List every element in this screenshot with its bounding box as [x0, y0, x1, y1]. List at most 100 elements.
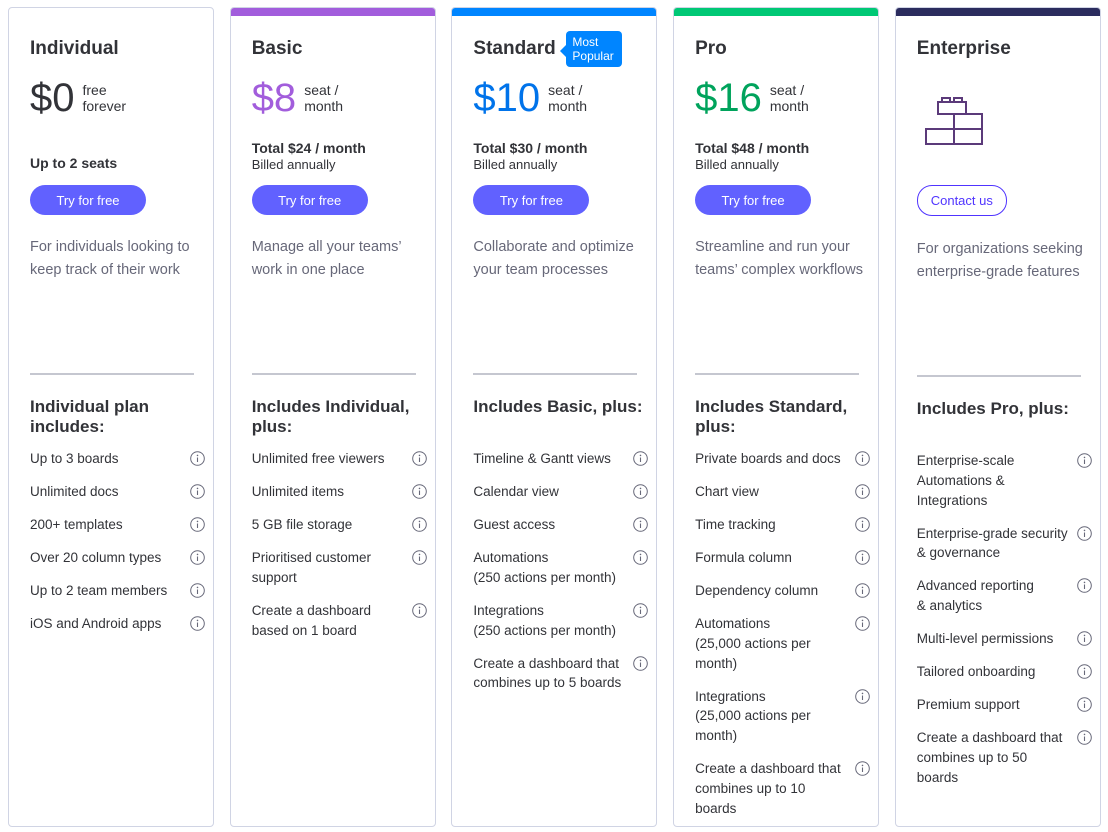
- feature: 200+ templates: [30, 515, 205, 535]
- feature-text: Tailored onboarding: [916, 664, 1036, 680]
- price-row: $8 seat / month: [252, 76, 343, 120]
- info-icon[interactable]: [633, 484, 649, 505]
- feature-text: Create a dashboard that combines up to 1…: [695, 761, 841, 816]
- feature: Automations (250 actions per month): [473, 548, 649, 588]
- feature-text: Calendar view: [473, 483, 559, 499]
- billing-note: Billed annually: [473, 157, 558, 172]
- info-icon[interactable]: [855, 583, 870, 604]
- feature: Formula column: [695, 548, 870, 568]
- info-icon[interactable]: [1076, 578, 1092, 599]
- cta-button[interactable]: Try for free: [695, 185, 812, 215]
- info-icon[interactable]: [411, 517, 427, 538]
- feature: Up to 3 boards: [30, 449, 205, 469]
- accent-bar: [674, 8, 879, 16]
- info-icon[interactable]: [1076, 453, 1092, 474]
- accent-bar: [895, 8, 1100, 16]
- info-icon[interactable]: [411, 484, 427, 505]
- feature: Timeline & Gantt views: [473, 449, 649, 472]
- info-icon[interactable]: [1076, 525, 1092, 547]
- cta-button[interactable]: Contact us: [916, 185, 1007, 216]
- plan-card: Individual $0 free forever Up to 2 seats Try…: [8, 7, 214, 827]
- feature: Private boards and docs: [695, 449, 870, 469]
- info-icon[interactable]: [411, 451, 427, 472]
- badge: Most Popular: [560, 31, 623, 67]
- info-icon[interactable]: [855, 550, 870, 571]
- feature-text: Prioritised customer support: [251, 549, 371, 585]
- accent-bar: [230, 8, 435, 16]
- cta-button[interactable]: Try for free: [473, 185, 590, 215]
- feature: Time tracking: [695, 515, 870, 535]
- info-icon[interactable]: [190, 550, 205, 571]
- plan-name: Pro: [695, 38, 727, 59]
- feature-text: 200+ templates: [30, 516, 123, 532]
- feature: Over 20 column types: [30, 548, 205, 568]
- info-icon[interactable]: [411, 550, 427, 571]
- feature: Enterprise-grade security & governance: [917, 524, 1092, 564]
- info-icon[interactable]: [855, 761, 870, 782]
- feature-text: Integrations (25,000 actions per month): [695, 688, 811, 744]
- feature-text: Private boards and docs: [695, 451, 841, 466]
- info-icon[interactable]: [190, 451, 205, 472]
- feature: Dependency column: [695, 581, 870, 601]
- info-icon[interactable]: [633, 517, 649, 538]
- info-icon[interactable]: [855, 688, 870, 710]
- divider: [916, 375, 1081, 377]
- feature: Advanced reporting & analytics: [917, 576, 1092, 616]
- info-icon[interactable]: [190, 583, 205, 604]
- plan-description: Streamline and run your teams’ complex w…: [695, 239, 863, 278]
- feature-text: Enterprise-scale Automations & Integrati…: [916, 453, 1015, 508]
- divider: [30, 373, 194, 375]
- price-row: $16 seat / month: [695, 76, 809, 120]
- feature-text: Timeline & Gantt views: [473, 451, 611, 466]
- feature: Unlimited items: [252, 482, 427, 502]
- feature-list: Enterprise-scale Automations & Integrati…: [917, 451, 1092, 801]
- info-icon[interactable]: [1076, 664, 1092, 685]
- info-icon[interactable]: [190, 517, 205, 538]
- feature-list: Private boards and docs Chart view Time tr…: [695, 449, 870, 826]
- feature-text: Over 20 column types: [30, 549, 162, 565]
- info-icon[interactable]: [855, 517, 870, 538]
- feature-text: iOS and Android apps: [30, 615, 162, 631]
- info-icon[interactable]: [1076, 697, 1092, 718]
- cta-button[interactable]: Try for free: [251, 185, 368, 215]
- total-price: Total $48 / month: [695, 140, 810, 156]
- plan-description: For organizations seeking enterprise-gra…: [916, 241, 1083, 280]
- plan-description: Manage all your teams’ work in one place: [251, 239, 402, 278]
- info-icon[interactable]: [633, 550, 649, 571]
- feature-text: Enterprise-grade security & governance: [916, 525, 1068, 561]
- includes-title: Includes Basic, plus:: [473, 397, 643, 416]
- feature-text: Chart view: [695, 483, 759, 499]
- plan-name: Standard: [473, 38, 556, 59]
- info-icon[interactable]: [1076, 730, 1092, 751]
- info-icon[interactable]: [190, 484, 205, 505]
- divider: [251, 373, 416, 375]
- info-icon[interactable]: [633, 655, 649, 677]
- enterprise-icon: [924, 96, 986, 153]
- info-icon[interactable]: [190, 616, 205, 637]
- feature: Multi-level permissions: [917, 629, 1092, 649]
- billing-note: Billed annually: [251, 157, 336, 172]
- info-icon[interactable]: [855, 616, 870, 637]
- info-icon[interactable]: [1076, 631, 1092, 652]
- feature-text: Create a dashboard that combines up to 5…: [473, 655, 622, 691]
- price-note: free forever: [82, 82, 127, 114]
- plan-card: Basic $8 seat / month Total $24 / month Bill…: [229, 7, 436, 827]
- plan-description: For individuals looking to keep track of…: [30, 239, 190, 278]
- feature: Premium support: [917, 695, 1092, 715]
- info-icon[interactable]: [633, 451, 649, 472]
- feature-text: Automations (250 actions per month): [473, 549, 616, 585]
- accent-bar: [452, 8, 657, 16]
- info-icon[interactable]: [411, 602, 427, 624]
- info-icon[interactable]: [633, 602, 649, 624]
- info-icon[interactable]: [855, 451, 870, 472]
- feature-text: Create a dashboard that combines up to 5…: [916, 730, 1063, 785]
- price: $0: [30, 76, 75, 120]
- feature: Create a dashboard that combines up to 1…: [695, 759, 870, 818]
- info-icon[interactable]: [855, 484, 870, 505]
- includes-title: Includes Standard, plus:: [695, 397, 848, 436]
- plan-card: Pro $16 seat / month Total $48 / month Bille…: [673, 7, 880, 827]
- cta-button[interactable]: Try for free: [30, 185, 146, 215]
- feature-text: Up to 3 boards: [30, 451, 119, 466]
- price-row: $10 seat / month: [473, 76, 587, 120]
